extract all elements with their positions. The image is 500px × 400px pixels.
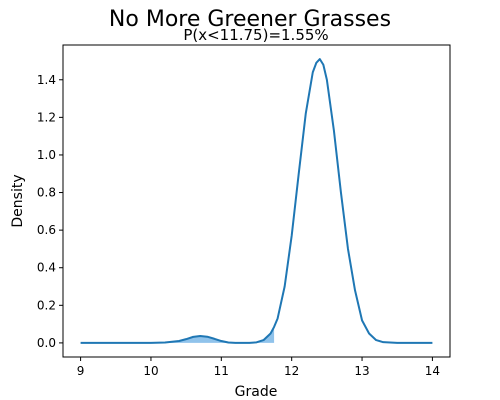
y-axis-label: Density	[10, 174, 26, 227]
y-tick-label: 1.4	[37, 73, 56, 87]
y-tick-label: 0.6	[37, 223, 56, 237]
y-tick-label: 0.4	[37, 261, 56, 275]
x-ticks: 9 10 11 12 13 14	[77, 357, 440, 378]
chart-subtitle: P(x<11.75)=1.55%	[183, 26, 328, 44]
density-line	[80, 58, 433, 344]
y-tick-label: 0.2	[37, 298, 56, 312]
chart-title: No More Greener Grasses	[109, 7, 391, 32]
x-tick-label: 13	[354, 364, 369, 378]
x-tick-label: 14	[425, 364, 440, 378]
y-tick-label: 0.0	[37, 336, 56, 350]
y-tick-label: 1.0	[37, 148, 56, 162]
series-layer	[80, 58, 433, 344]
x-tick-label: 9	[77, 364, 85, 378]
y-tick-label: 0.8	[37, 186, 56, 200]
x-axis-label: Grade	[235, 384, 278, 400]
y-ticks: 0.0 0.2 0.4 0.6 0.8 1.0 1.2 1.4	[37, 73, 63, 350]
y-tick-label: 1.2	[37, 110, 56, 124]
x-tick-label: 12	[284, 364, 299, 378]
x-tick-label: 10	[143, 364, 158, 378]
axes-frame	[62, 44, 451, 358]
x-tick-label: 11	[214, 364, 229, 378]
